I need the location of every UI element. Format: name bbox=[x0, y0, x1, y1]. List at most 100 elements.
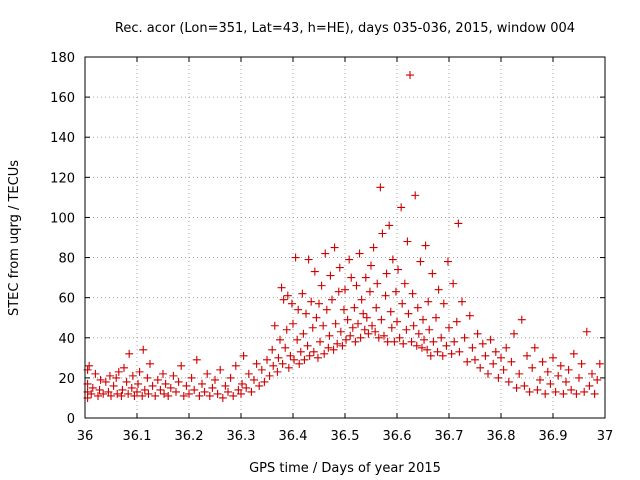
data-point bbox=[96, 375, 105, 384]
data-point bbox=[335, 263, 344, 272]
data-point bbox=[400, 279, 409, 288]
data-point bbox=[491, 347, 500, 356]
data-point bbox=[403, 237, 412, 246]
data-point bbox=[468, 343, 477, 352]
data-point bbox=[331, 319, 340, 328]
data-point bbox=[443, 257, 452, 266]
data-point bbox=[238, 379, 247, 388]
data-point bbox=[575, 373, 583, 382]
data-point bbox=[303, 341, 312, 350]
data-point bbox=[160, 389, 169, 398]
data-point bbox=[525, 387, 534, 396]
data-point bbox=[224, 387, 232, 396]
data-point bbox=[321, 249, 330, 258]
data-point bbox=[88, 383, 97, 392]
data-point bbox=[304, 255, 313, 264]
y-tick-label: 40 bbox=[58, 332, 75, 347]
data-point bbox=[122, 377, 131, 386]
data-point bbox=[580, 387, 589, 396]
data-point bbox=[533, 385, 542, 394]
data-point bbox=[373, 279, 382, 288]
data-point bbox=[190, 385, 199, 394]
data-point bbox=[203, 369, 212, 378]
data-point bbox=[310, 267, 319, 276]
x-tick-labels: 36 36.1 36.2 36.3 36.4 36.5 36.6 36.7 36.8 36.9 37 bbox=[77, 429, 614, 444]
data-point bbox=[328, 295, 336, 304]
data-points bbox=[83, 71, 604, 402]
data-point bbox=[562, 377, 570, 386]
data-point bbox=[395, 333, 404, 342]
data-point bbox=[326, 271, 335, 280]
data-point bbox=[300, 355, 309, 364]
data-point bbox=[454, 219, 463, 228]
data-point bbox=[273, 367, 282, 376]
data-point bbox=[305, 351, 314, 360]
data-point bbox=[144, 389, 153, 398]
data-point bbox=[417, 343, 426, 352]
data-point bbox=[118, 385, 127, 394]
data-point bbox=[523, 351, 531, 360]
data-point bbox=[296, 347, 305, 356]
y-tick-label: 60 bbox=[58, 292, 75, 307]
data-point bbox=[447, 349, 456, 358]
data-point bbox=[517, 315, 526, 324]
data-point bbox=[478, 339, 487, 348]
data-point bbox=[424, 297, 433, 306]
data-point bbox=[489, 359, 498, 368]
data-point bbox=[364, 329, 373, 338]
y-tick-label: 180 bbox=[50, 51, 75, 66]
data-point bbox=[595, 359, 604, 368]
data-point bbox=[433, 347, 442, 356]
data-point bbox=[164, 391, 173, 400]
data-point bbox=[346, 331, 355, 340]
data-point bbox=[391, 287, 400, 296]
data-point bbox=[365, 287, 374, 296]
data-point bbox=[378, 229, 387, 238]
data-point bbox=[257, 365, 266, 374]
data-point bbox=[139, 345, 148, 354]
data-point bbox=[476, 363, 485, 372]
data-point bbox=[593, 375, 602, 384]
data-point bbox=[481, 351, 490, 360]
data-point bbox=[325, 331, 334, 340]
data-point bbox=[177, 361, 186, 370]
data-point bbox=[471, 355, 479, 364]
data-point bbox=[556, 361, 565, 370]
data-point bbox=[546, 379, 555, 388]
data-point bbox=[520, 381, 529, 390]
data-point bbox=[263, 355, 271, 364]
y-tick-label: 0 bbox=[67, 412, 75, 427]
data-point bbox=[120, 363, 128, 372]
data-point bbox=[159, 369, 167, 378]
data-point bbox=[452, 317, 461, 326]
data-point bbox=[585, 381, 594, 390]
data-point bbox=[198, 379, 206, 388]
x-tick-label: 36.9 bbox=[539, 429, 568, 444]
data-point bbox=[216, 365, 225, 374]
data-point bbox=[339, 305, 348, 314]
data-point bbox=[371, 327, 380, 336]
data-point bbox=[274, 353, 283, 362]
data-point bbox=[276, 335, 284, 344]
data-point bbox=[234, 385, 243, 394]
data-point bbox=[355, 249, 364, 258]
data-point bbox=[429, 337, 438, 346]
data-point bbox=[255, 381, 264, 390]
data-point bbox=[143, 373, 152, 382]
data-point bbox=[113, 389, 122, 398]
data-point bbox=[127, 383, 136, 392]
data-point bbox=[270, 321, 279, 330]
data-point bbox=[536, 375, 544, 384]
data-point bbox=[247, 387, 256, 396]
data-point bbox=[286, 351, 295, 360]
data-point bbox=[442, 341, 451, 350]
data-point bbox=[109, 381, 118, 390]
y-tick-label: 20 bbox=[58, 372, 75, 387]
data-point bbox=[211, 375, 219, 384]
data-point bbox=[298, 289, 307, 298]
data-point bbox=[494, 373, 503, 382]
data-point bbox=[409, 321, 418, 330]
data-point bbox=[582, 327, 591, 336]
data-point bbox=[179, 391, 188, 400]
data-point bbox=[242, 383, 251, 392]
